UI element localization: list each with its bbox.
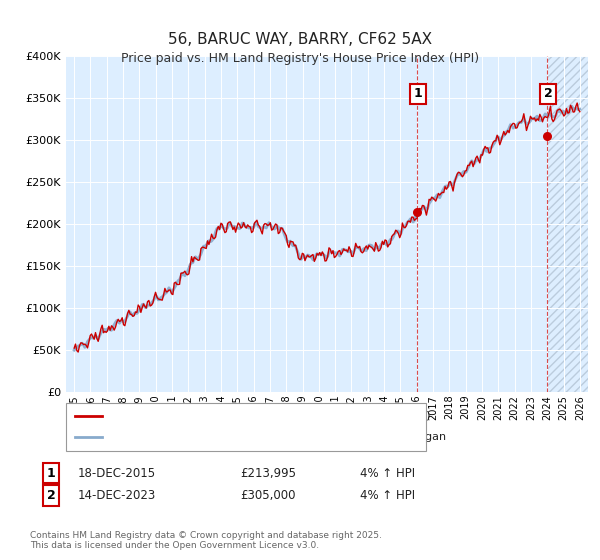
Text: 1: 1 xyxy=(414,87,423,100)
Text: 4% ↑ HPI: 4% ↑ HPI xyxy=(360,466,415,480)
Text: 2: 2 xyxy=(544,87,553,100)
Text: Price paid vs. HM Land Registry's House Price Index (HPI): Price paid vs. HM Land Registry's House … xyxy=(121,52,479,66)
Text: 1: 1 xyxy=(47,466,55,480)
Text: 14-DEC-2023: 14-DEC-2023 xyxy=(78,489,156,502)
Point xyxy=(542,132,551,141)
Text: HPI: Average price, semi-detached house, Vale of Glamorgan: HPI: Average price, semi-detached house,… xyxy=(106,432,446,442)
Bar xyxy=(547,56,588,392)
Text: Contains HM Land Registry data © Crown copyright and database right 2025.
This d: Contains HM Land Registry data © Crown c… xyxy=(30,531,382,550)
Text: 56, BARUC WAY, BARRY, CF62 5AX (semi-detached house): 56, BARUC WAY, BARRY, CF62 5AX (semi-det… xyxy=(106,410,431,421)
Text: 4% ↑ HPI: 4% ↑ HPI xyxy=(360,489,415,502)
Text: 56, BARUC WAY, BARRY, CF62 5AX: 56, BARUC WAY, BARRY, CF62 5AX xyxy=(168,32,432,46)
Text: 2: 2 xyxy=(47,489,55,502)
Point xyxy=(412,208,422,217)
Text: £213,995: £213,995 xyxy=(240,466,296,480)
Text: £305,000: £305,000 xyxy=(240,489,296,502)
Text: 18-DEC-2015: 18-DEC-2015 xyxy=(78,466,156,480)
